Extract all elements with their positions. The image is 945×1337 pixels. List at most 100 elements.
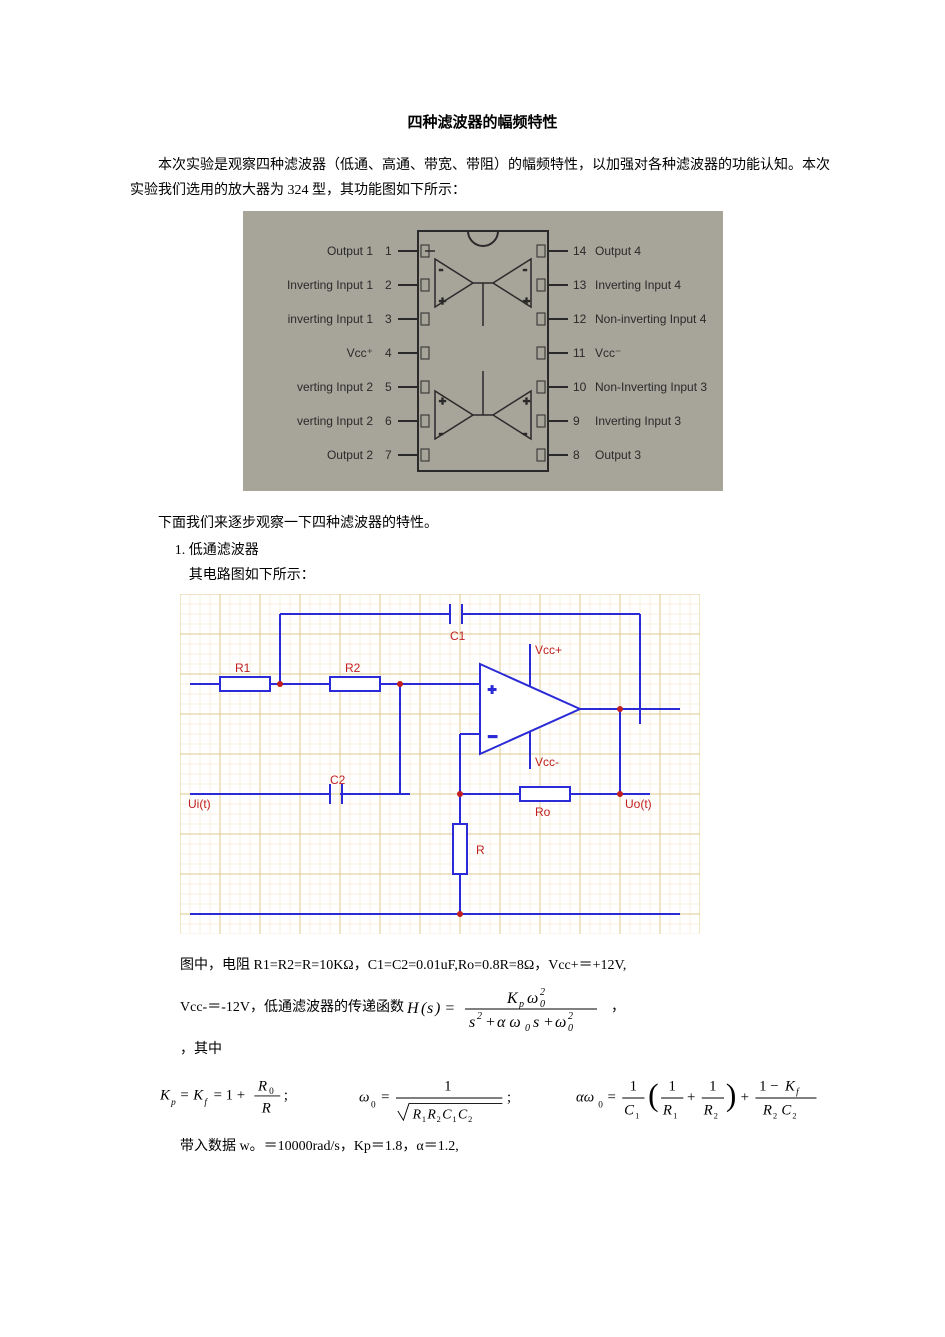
svg-text:8: 8: [573, 448, 580, 462]
svg-text:2: 2: [477, 1011, 482, 1022]
svg-text:s: s: [469, 1014, 475, 1031]
svg-text:+: +: [439, 294, 446, 308]
svg-text:R: R: [762, 1102, 772, 1118]
circuit-svg: + −: [180, 594, 700, 934]
svg-text:(: (: [648, 1077, 658, 1112]
label-vccp: Vcc+: [535, 643, 562, 657]
svg-text:1: 1: [452, 1115, 456, 1124]
svg-text:Inverting Input 4: Inverting Input 4: [595, 278, 681, 292]
svg-text:1: 1: [385, 244, 392, 258]
svg-text:+: +: [543, 1014, 554, 1031]
svg-text:2: 2: [540, 987, 545, 998]
svg-text:1: 1: [444, 1078, 451, 1094]
svg-text:s: s: [533, 1014, 539, 1031]
svg-text:): ): [726, 1077, 736, 1112]
svg-text:1: 1: [709, 1078, 716, 1094]
svg-text:Non-inverting Input 4: Non-inverting Input 4: [595, 312, 707, 326]
svg-text:ω: ω: [527, 990, 538, 1007]
svg-text:Vcc⁻: Vcc⁻: [595, 346, 621, 360]
svg-text:+: +: [439, 394, 446, 408]
formula-kp: K p = K f = 1 + R 0 R ;: [160, 1068, 299, 1122]
svg-text:) =: ) =: [434, 1000, 455, 1017]
svg-text:Output 2: Output 2: [326, 448, 372, 462]
chip-bg: [243, 211, 723, 491]
param-line: 图中，电阻 R1=R2=R=10KΩ，C1=C2=0.01uF,Ro=0.8R=…: [180, 953, 835, 978]
svg-text:+: +: [488, 681, 496, 697]
svg-text:9: 9: [573, 414, 580, 428]
svg-text:0: 0: [540, 999, 545, 1010]
svg-text:1: 1: [422, 1115, 426, 1124]
svg-text:2: 2: [436, 1115, 440, 1124]
label-r2: R2: [345, 661, 361, 675]
label-r: R: [476, 843, 485, 857]
svg-text:verting Input 2: verting Input 2: [296, 414, 372, 428]
svg-text:Output 1: Output 1: [326, 244, 372, 258]
svg-text:;: ;: [284, 1087, 288, 1103]
svg-text:2: 2: [773, 1111, 777, 1120]
svg-text:R: R: [411, 1107, 421, 1122]
svg-text:p: p: [170, 1098, 176, 1108]
svg-text:2: 2: [568, 1011, 573, 1022]
qizhong: ，其中: [180, 1037, 835, 1062]
svg-text:Inverting Input 1: Inverting Input 1: [286, 278, 372, 292]
svg-text:p: p: [518, 999, 524, 1010]
svg-text:12: 12: [573, 312, 587, 326]
svg-text:2: 2: [385, 278, 392, 292]
svg-text:7: 7: [385, 448, 392, 462]
svg-text:2: 2: [468, 1115, 472, 1124]
svg-text:verting Input 2: verting Input 2: [296, 380, 372, 394]
chip-figure: 1Output 12Inverting Input 13inverting In…: [243, 211, 723, 500]
label-ro: Ro: [535, 805, 551, 819]
svg-text:11: 11: [573, 346, 586, 360]
svg-text:s: s: [427, 1000, 433, 1017]
label-c2: C2: [330, 773, 346, 787]
svg-text:inverting Input 1: inverting Input 1: [287, 312, 373, 326]
svg-text:+: +: [523, 294, 530, 308]
svg-text:6: 6: [385, 414, 392, 428]
svg-text:+: +: [687, 1089, 695, 1105]
svg-text:1: 1: [630, 1078, 637, 1094]
svg-text:1 −: 1 −: [759, 1078, 778, 1094]
svg-text:= 1 +: = 1 +: [214, 1087, 246, 1103]
svg-text:=: =: [381, 1089, 389, 1105]
hs-formula: H ( s ) = K p ω 0 2 s 2 + α ω 0 s +: [407, 1000, 611, 1015]
svg-text:R: R: [703, 1102, 713, 1118]
svg-text:H: H: [407, 1000, 420, 1017]
svg-text:5: 5: [385, 380, 392, 394]
svg-text:0: 0: [568, 1023, 573, 1033]
svg-text:R: R: [662, 1102, 672, 1118]
formula-row: K p = K f = 1 + R 0 R ; ω 0 = 1 R 1 R 2 …: [160, 1068, 835, 1128]
svg-text:R: R: [257, 1078, 267, 1094]
intro-paragraph: 本次实验是观察四种滤波器（低通、高通、带宽、带阻）的幅频特性，以加强对各种滤波器…: [130, 153, 835, 203]
svg-text:+: +: [523, 394, 530, 408]
list-item-1: 1. 低通滤波器: [175, 538, 835, 563]
hs-prefix: Vcc-＝-12V，低通滤波器的传递函数: [180, 1000, 407, 1015]
svg-text:ω: ω: [555, 1014, 566, 1031]
label-ui: Ui(t): [188, 797, 211, 811]
svg-text:1: 1: [635, 1111, 639, 1120]
svg-text:R: R: [261, 1100, 271, 1116]
svg-text:α ω: α ω: [497, 1014, 521, 1031]
svg-text:αω: αω: [576, 1089, 594, 1105]
list-item-1-sub: 其电路图如下所示：: [189, 563, 835, 588]
svg-text:2: 2: [714, 1111, 718, 1120]
label-vccm: Vcc-: [535, 755, 559, 769]
svg-text:13: 13: [573, 278, 587, 292]
label-r1: R1: [235, 661, 251, 675]
formula-aw0: αω 0 = 1 C 1 ( 1 R 1 + 1 R 2 ) + 1 −: [576, 1068, 835, 1128]
svg-text:Inverting Input 3: Inverting Input 3: [595, 414, 681, 428]
svg-text:+: +: [741, 1089, 749, 1105]
result-line: 带入数据 w。＝10000rad/s，Kp＝1.8，α＝1.2,: [180, 1134, 835, 1159]
svg-text:1: 1: [669, 1078, 676, 1094]
svg-text:14: 14: [573, 244, 587, 258]
svg-text:Output 4: Output 4: [595, 244, 641, 258]
svg-text:10: 10: [573, 380, 587, 394]
svg-text:;: ;: [507, 1089, 511, 1105]
svg-text:=: =: [607, 1089, 615, 1105]
svg-text:ω: ω: [359, 1089, 369, 1105]
svg-text:Vcc⁺: Vcc⁺: [346, 346, 372, 360]
svg-text:2: 2: [792, 1111, 796, 1120]
svg-text:-: -: [523, 262, 527, 276]
svg-text:C: C: [442, 1107, 452, 1122]
svg-text:C: C: [458, 1107, 468, 1122]
